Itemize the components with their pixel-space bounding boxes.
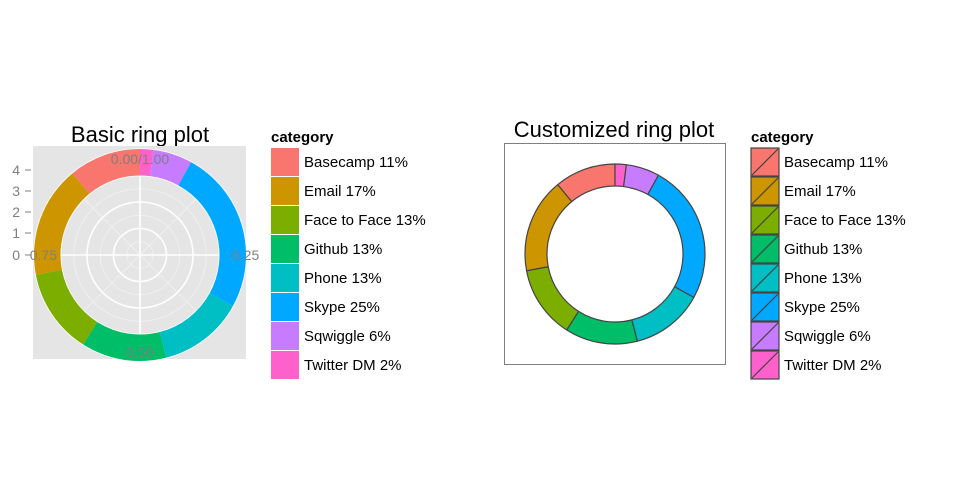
radius-tick-label-0: 0 xyxy=(12,247,20,263)
customized-ring-plot: Customized ring plot category Basecamp 1… xyxy=(504,117,906,380)
legend-label-twitter-dm: Twitter DM 2% xyxy=(784,357,882,374)
legend-label-github: Github 13% xyxy=(784,241,862,258)
legend-label-face-to-face: Face to Face 13% xyxy=(304,212,426,229)
radius-axis: 4 3 2 1 0 xyxy=(12,162,31,263)
ring-slices xyxy=(524,163,706,345)
legend-label-face-to-face: Face to Face 13% xyxy=(784,212,906,229)
legend-key-diagonal xyxy=(751,264,779,292)
slice-twitter-dm xyxy=(140,149,154,177)
legend-key-diagonal xyxy=(751,206,779,234)
legend-label-basecamp: Basecamp 11% xyxy=(304,154,408,171)
legend-label-email: Email 17% xyxy=(304,183,376,200)
slice-github xyxy=(83,322,167,362)
legend: category Basecamp 11% Email 17% Face to Fa… xyxy=(271,129,426,379)
slice-sqwiggle xyxy=(622,164,659,196)
legend-label-phone: Phone 13% xyxy=(304,270,382,287)
slice-twitter-dm xyxy=(614,163,627,188)
legend-label-sqwiggle: Sqwiggle 6% xyxy=(784,328,871,345)
basic-ring-plot: Basic ring plot 4 3 2 1 0 0.00/1.00 0.25… xyxy=(12,122,426,379)
slice-basecamp xyxy=(72,149,140,194)
radius-tick-label-3: 3 xyxy=(12,183,20,199)
legend-label-basecamp: Basecamp 11% xyxy=(784,154,888,171)
legend-key-sqwiggle xyxy=(271,322,299,350)
angle-tick-label-top: 0.00/1.00 xyxy=(111,151,170,167)
angle-axis: 0.00/1.00 0.25 0.50 0.75 xyxy=(30,151,260,360)
legend-label-phone: Phone 13% xyxy=(784,270,862,287)
legend-title: category xyxy=(271,129,334,146)
radius-tick-label-2: 2 xyxy=(12,204,20,220)
legend-key-basecamp xyxy=(271,148,299,176)
ring-slices xyxy=(34,149,246,362)
legend-label-skype: Skype 25% xyxy=(304,299,380,316)
radius-tick-label-4: 4 xyxy=(12,162,20,178)
legend: category Basecamp 11% Email 17% Face to Fa… xyxy=(750,129,906,380)
legend-key-diagonal xyxy=(751,177,779,205)
chart-title: Customized ring plot xyxy=(514,117,715,142)
legend-key-face-to-face xyxy=(271,206,299,234)
angle-tick-label-bottom: 0.50 xyxy=(126,344,153,360)
slice-sqwiggle xyxy=(149,149,192,186)
slice-skype xyxy=(178,162,246,307)
legend-label-sqwiggle: Sqwiggle 6% xyxy=(304,328,391,345)
slice-phone xyxy=(159,293,233,358)
legend-key-twitter-dm xyxy=(271,351,299,379)
angle-tick-label-left: 0.75 xyxy=(30,247,57,263)
legend-key-github xyxy=(271,235,299,263)
radius-tick-label-1: 1 xyxy=(12,225,20,241)
legend-title: category xyxy=(751,129,814,146)
slice-email xyxy=(524,184,573,272)
slice-face-to-face xyxy=(525,266,580,331)
legend-key-diagonal xyxy=(751,293,779,321)
angle-tick-label-right: 0.25 xyxy=(232,247,259,263)
legend-key-email xyxy=(271,177,299,205)
legend-label-twitter-dm: Twitter DM 2% xyxy=(304,357,402,374)
legend-label-github: Github 13% xyxy=(304,241,382,258)
slice-face-to-face xyxy=(35,269,98,345)
legend-key-skype xyxy=(271,293,299,321)
chart-title: Basic ring plot xyxy=(71,122,209,147)
slice-github xyxy=(566,310,638,345)
legend-key-phone xyxy=(271,264,299,292)
slice-phone xyxy=(631,286,695,342)
legend-label-email: Email 17% xyxy=(784,183,856,200)
legend-label-skype: Skype 25% xyxy=(784,299,860,316)
legend-key-diagonal xyxy=(751,148,779,176)
legend-key-diagonal xyxy=(751,235,779,263)
legend-key-diagonal xyxy=(751,322,779,350)
slice-email xyxy=(34,173,90,275)
slice-skype xyxy=(647,174,706,298)
legend-key-diagonal xyxy=(751,351,779,379)
